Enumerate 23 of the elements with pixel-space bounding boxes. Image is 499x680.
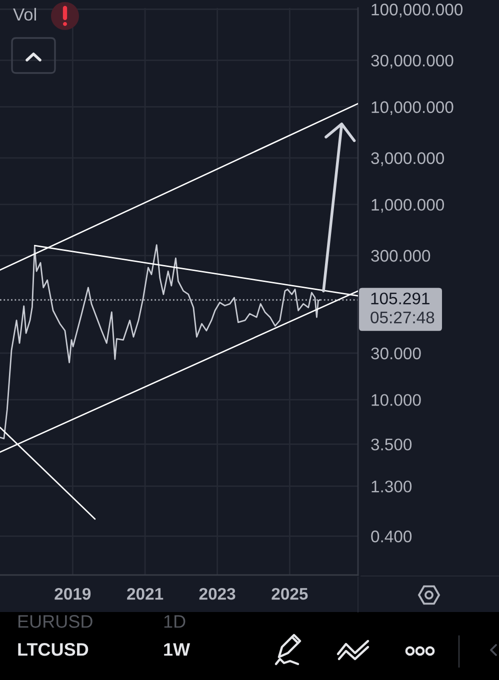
y-tick-label: 3.500 <box>371 438 412 450</box>
text: EURUSD <box>18 615 92 628</box>
y-tick-label: 300.000 <box>371 250 430 262</box>
x-tick-label: 2023 <box>199 588 236 600</box>
text: 05:27:48 <box>370 312 434 324</box>
line-series <box>0 244 320 440</box>
y-tick-label: 3,000.000 <box>371 152 444 166</box>
x-tick-label: 2025 <box>272 588 308 600</box>
y-tick-label: 1,000.000 <box>372 198 444 213</box>
y-tick-label: 0.400 <box>371 530 412 542</box>
text: 1D <box>164 615 186 628</box>
x-tick-label: 2019 <box>54 588 91 600</box>
y-tick-label: 30.000 <box>371 348 421 360</box>
y-tick-label: 10.000 <box>372 394 421 406</box>
text: 1W <box>164 643 190 656</box>
text: LTCUSD <box>18 643 88 656</box>
y-tick-label: 1.300 <box>372 480 412 492</box>
annotation: Vol <box>13 8 36 21</box>
y-tick-label: 100,000.000 <box>372 4 463 18</box>
ref-line-label: 105.291 <box>371 292 430 304</box>
x-tick-label: 2021 <box>127 588 164 600</box>
y-tick-label: 30,000.000 <box>371 54 454 68</box>
y-tick-label: 10,000.000 <box>372 101 454 116</box>
